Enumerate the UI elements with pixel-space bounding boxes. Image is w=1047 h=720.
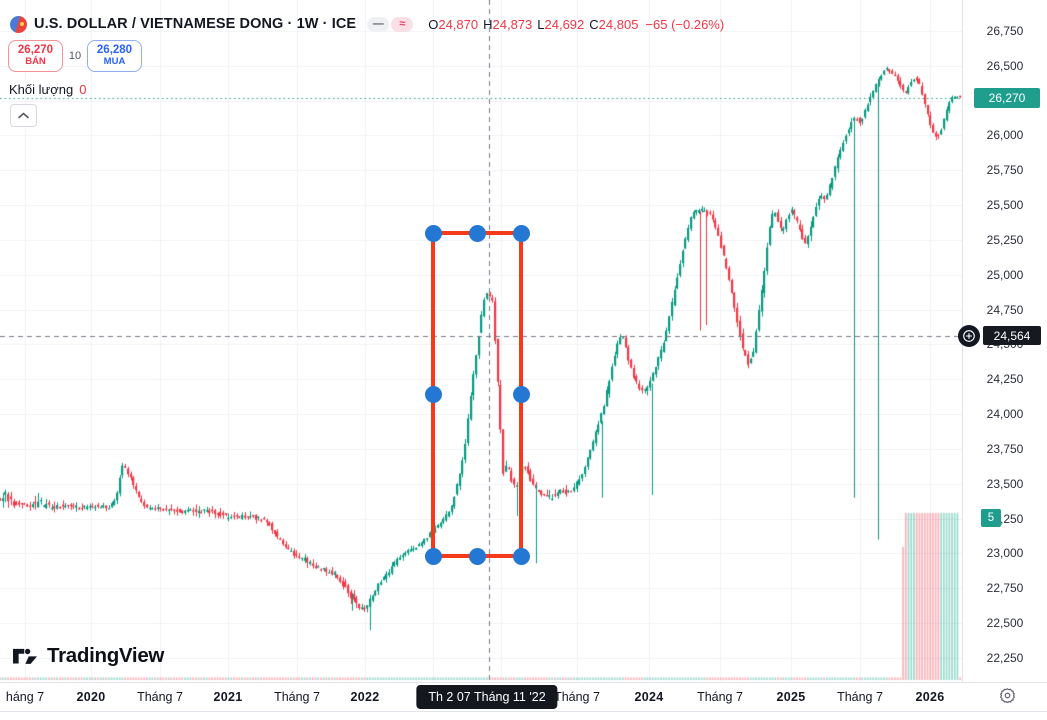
rect-handle-bottom-middle[interactable]: [468, 547, 486, 565]
market-status-minus-icon[interactable]: —: [367, 16, 390, 32]
rect-handle-bottom-right[interactable]: [512, 547, 530, 565]
tradingview-wordmark: TradingView: [47, 644, 165, 667]
current-price-label: 26,270: [974, 87, 1040, 108]
plus-circle-icon: [963, 329, 975, 342]
chevron-up-icon: [18, 112, 29, 119]
volume-legend-label: Khối lượng: [9, 82, 74, 97]
time-tick-month: Tháng 7: [697, 690, 743, 704]
volume-legend-value: 0: [79, 82, 87, 97]
price-tick-label: 26,000: [986, 128, 1024, 143]
time-tick-year: 2026: [915, 690, 945, 704]
usdvnd-pair-flag-icon: [10, 15, 27, 33]
high-value: 24,873: [492, 16, 533, 32]
add-order-plus-icon[interactable]: [958, 324, 980, 347]
buy-label: MUA: [103, 56, 126, 68]
time-tick-month: Tháng 7: [274, 690, 320, 704]
time-axis[interactable]: Th 2 07 Tháng 11 '22 háng 7 2020 Tháng 7 20…: [0, 682, 1047, 712]
price-tick-label: 23,000: [986, 546, 1024, 561]
sell-button[interactable]: 26,270 BÁN: [8, 40, 63, 72]
price-tick-label: 23,500: [986, 476, 1024, 491]
price-tick-label: 25,250: [986, 232, 1024, 247]
rect-handle-top-middle[interactable]: [468, 224, 486, 242]
rectangle-drawing[interactable]: [430, 230, 524, 559]
time-tick-month: háng 7: [5, 690, 45, 704]
buy-button[interactable]: 26,280 MUA: [87, 40, 142, 72]
close-value: 24,805: [598, 16, 639, 32]
time-tick-year: 2022: [350, 690, 380, 704]
change-value: −65 (−0.26%): [645, 16, 725, 32]
time-tick-year: 2020: [76, 690, 106, 704]
axis-settings-gear-icon[interactable]: [999, 687, 1016, 709]
rect-handle-bottom-left[interactable]: [424, 547, 442, 565]
price-axis[interactable]: 26,270 24,564 5 26,750 26,500 26,000 25,750…: [962, 0, 1047, 682]
rect-handle-top-left[interactable]: [424, 224, 442, 242]
order-panel: 26,270 BÁN 10 26,280 MUA: [8, 40, 142, 72]
volume-legend: Khối lượng 0: [9, 82, 86, 97]
price-tick-label: 25,000: [986, 267, 1024, 282]
time-tick-month: Tháng 7: [554, 690, 600, 704]
collapse-pane-button[interactable]: [10, 104, 37, 127]
high-label: H: [483, 16, 493, 32]
sell-label: BÁN: [25, 56, 46, 68]
price-tick-label: 23,750: [986, 441, 1024, 456]
time-tick-year: 2021: [213, 690, 243, 704]
price-tick-label: 24,750: [986, 302, 1024, 317]
price-tick-label: 24,250: [986, 372, 1024, 387]
tradingview-logo-icon: [13, 648, 37, 664]
ohlc-readout: O24,870 H24,873 L24,692 C24,805 −65 (−0.…: [428, 17, 724, 32]
low-value: 24,692: [544, 16, 585, 32]
price-tick-label: 23,250: [986, 511, 1024, 526]
price-tick-label: 22,500: [986, 616, 1024, 631]
price-tick-label: 24,000: [986, 407, 1024, 422]
sell-price: 26,270: [17, 44, 54, 57]
rect-handle-middle-right[interactable]: [512, 386, 530, 403]
price-chart-canvas[interactable]: [0, 0, 962, 682]
delayed-data-approx-icon[interactable]: ≈: [391, 16, 414, 32]
open-value: 24,870: [438, 16, 479, 32]
price-tick-label: 22,250: [986, 650, 1024, 665]
rect-handle-top-right[interactable]: [512, 224, 530, 242]
close-label: C: [589, 16, 599, 32]
time-tick-year: 2024: [634, 690, 664, 704]
price-tick-label: 25,500: [986, 198, 1024, 213]
volume-axis-badge: 5: [981, 508, 1001, 527]
price-tick-label: 25,750: [986, 163, 1024, 178]
spread-value: 10: [68, 50, 82, 62]
symbol-header: U.S. DOLLAR / VIETNAMESE DONG · 1W · ICE…: [10, 13, 724, 35]
crosshair-date-tooltip: Th 2 07 Tháng 11 '22: [416, 685, 558, 709]
tradingview-logo[interactable]: TradingView: [13, 644, 164, 668]
time-tick-month: Tháng 7: [837, 690, 883, 704]
time-tick-month: Tháng 7: [137, 690, 183, 704]
price-tick-label: 26,500: [986, 58, 1024, 73]
rect-handle-middle-left[interactable]: [424, 386, 442, 403]
symbol-title[interactable]: U.S. DOLLAR / VIETNAMESE DONG · 1W · ICE: [34, 16, 357, 32]
buy-price: 26,280: [96, 44, 133, 57]
time-tick-year: 2025: [776, 690, 806, 704]
crosshair-price-label: 24,564: [983, 326, 1041, 346]
price-tick-label: 26,750: [986, 24, 1024, 38]
price-tick-label: 22,750: [986, 581, 1024, 596]
low-label: L: [537, 16, 545, 32]
open-label: O: [428, 16, 439, 32]
gear-icon: [999, 688, 1016, 704]
